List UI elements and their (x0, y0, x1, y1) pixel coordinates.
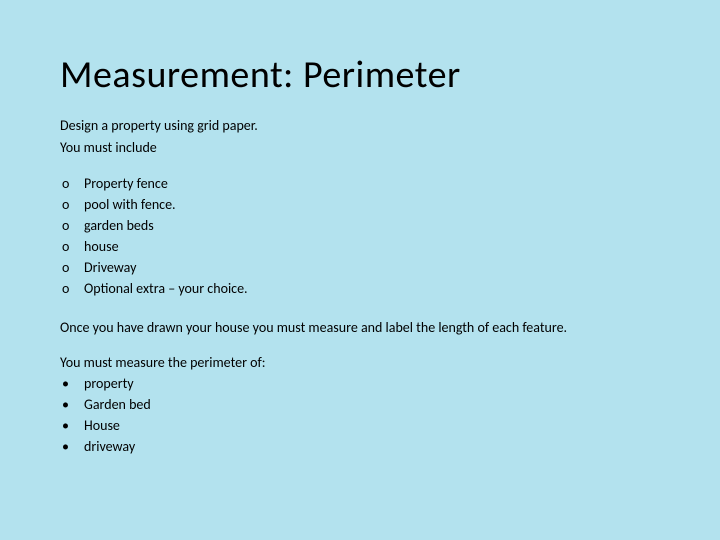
page-title: Measurement: Perimeter (60, 52, 660, 98)
list-item: o house (60, 236, 660, 257)
bullet-o-icon: o (60, 236, 84, 257)
list-item: • House (60, 415, 660, 436)
bullet-dot-icon: • (60, 373, 84, 394)
list-item: • driveway (60, 436, 660, 457)
perimeter-label: You must measure the perimeter of: (60, 354, 660, 371)
mid-paragraph: Once you have drawn your house you must … (60, 319, 660, 336)
intro-line-2: You must include (60, 138, 660, 158)
list-item-label: Property fence (84, 173, 660, 194)
list-item-label: Garden bed (84, 394, 660, 415)
bullet-dot-icon: • (60, 415, 84, 436)
bullet-dot-icon: • (60, 436, 84, 457)
list-item-label: Optional extra – your choice. (84, 278, 660, 299)
list-item: o Optional extra – your choice. (60, 278, 660, 299)
bullet-o-icon: o (60, 278, 84, 299)
perimeter-list: • property • Garden bed • House • drivew… (60, 373, 660, 457)
list-item-label: property (84, 373, 660, 394)
list-item: • Garden bed (60, 394, 660, 415)
list-item-label: house (84, 236, 660, 257)
bullet-o-icon: o (60, 257, 84, 278)
intro-line-1: Design a property using grid paper. (60, 116, 660, 136)
list-item: o Property fence (60, 173, 660, 194)
bullet-dot-icon: • (60, 394, 84, 415)
list-item-label: Driveway (84, 257, 660, 278)
list-item: • property (60, 373, 660, 394)
list-item-label: garden beds (84, 215, 660, 236)
list-item-label: House (84, 415, 660, 436)
list-item: o pool with fence. (60, 194, 660, 215)
list-item-label: driveway (84, 436, 660, 457)
list-item-label: pool with fence. (84, 194, 660, 215)
bullet-o-icon: o (60, 215, 84, 236)
include-list: o Property fence o pool with fence. o ga… (60, 173, 660, 299)
list-item: o garden beds (60, 215, 660, 236)
bullet-o-icon: o (60, 194, 84, 215)
bullet-o-icon: o (60, 173, 84, 194)
list-item: o Driveway (60, 257, 660, 278)
